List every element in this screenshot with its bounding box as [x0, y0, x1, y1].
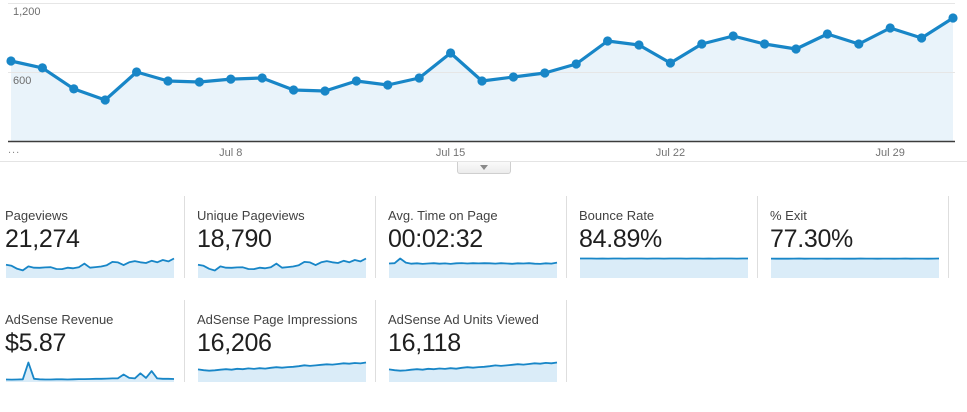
- x-tick-label-jul15: Jul 15: [435, 147, 466, 159]
- metric-card-pageviews: Pageviews 21,274: [0, 196, 185, 278]
- metric-label: AdSense Page Impressions: [197, 312, 358, 327]
- metrics-row-2: AdSense Revenue $5.87 AdSense Page Impre…: [0, 300, 967, 382]
- chevron-down-icon: [479, 165, 488, 170]
- x-tick-label-jul29: Jul 29: [875, 147, 905, 159]
- sparkline-pageviews: [5, 257, 175, 278]
- metric-label: AdSense Revenue: [5, 312, 114, 327]
- metric-label: Bounce Rate: [579, 208, 655, 223]
- sparkline-adsense-revenue: [5, 361, 175, 382]
- y-axis-label-600: 600: [13, 75, 32, 87]
- metric-card-adsense-revenue: AdSense Revenue $5.87: [0, 300, 185, 382]
- traffic-chart[interactable]: 1,200 600: [0, 0, 967, 146]
- metric-card-avg-time-on-page: Avg. Time on Page 00:02:32: [376, 196, 567, 278]
- metric-card-percent-exit: % Exit 77.30%: [758, 196, 949, 278]
- x-axis: ... Jul 8 Jul 15 Jul 22 Jul 29: [0, 144, 967, 161]
- metric-value: 21,274: [5, 225, 80, 253]
- metric-card-adsense-adunits: AdSense Ad Units Viewed 16,118: [376, 300, 567, 382]
- metric-label: Pageviews: [5, 208, 68, 223]
- traffic-chart-section: 1,200 600 ... Jul 8 Jul 15 Jul 22 Jul 29: [0, 0, 967, 174]
- metric-value: 16,118: [388, 329, 461, 357]
- x-tick-label-jul8: Jul 8: [219, 147, 243, 159]
- sparkline-avg-time: [388, 257, 558, 278]
- traffic-chart-svg: [6, 3, 958, 143]
- sparkline-percent-exit: [770, 257, 940, 278]
- metric-card-bounce-rate: Bounce Rate 84.89%: [567, 196, 758, 278]
- metrics-row-1: Pageviews 21,274 Unique Pageviews 18,790…: [0, 196, 967, 278]
- sparkline-adsense-adunits: [388, 361, 558, 382]
- metric-value: $5.87: [5, 329, 67, 357]
- sparkline-adsense-impressions: [197, 361, 367, 382]
- metric-value: 77.30%: [770, 225, 853, 253]
- metric-label: % Exit: [770, 208, 807, 223]
- metric-value: 84.89%: [579, 225, 662, 253]
- x-axis-overflow-label: ...: [8, 144, 21, 156]
- metric-label: AdSense Ad Units Viewed: [388, 312, 539, 327]
- sparkline-unique-pageviews: [197, 257, 367, 278]
- metric-card-unique-pageviews: Unique Pageviews 18,790: [185, 196, 376, 278]
- metric-label: Unique Pageviews: [197, 208, 305, 223]
- x-tick-label-jul22: Jul 22: [655, 147, 686, 159]
- collapse-chart-button[interactable]: [456, 162, 511, 174]
- chart-bottom-divider: [0, 161, 967, 175]
- metric-value: 00:02:32: [388, 225, 483, 253]
- metric-card-adsense-impressions: AdSense Page Impressions 16,206: [185, 300, 376, 382]
- metric-value: 18,790: [197, 225, 272, 253]
- sparkline-bounce-rate: [580, 257, 748, 278]
- metric-label: Avg. Time on Page: [388, 208, 498, 223]
- y-axis-label-1200: 1,200: [13, 6, 41, 18]
- metric-value: 16,206: [197, 329, 272, 357]
